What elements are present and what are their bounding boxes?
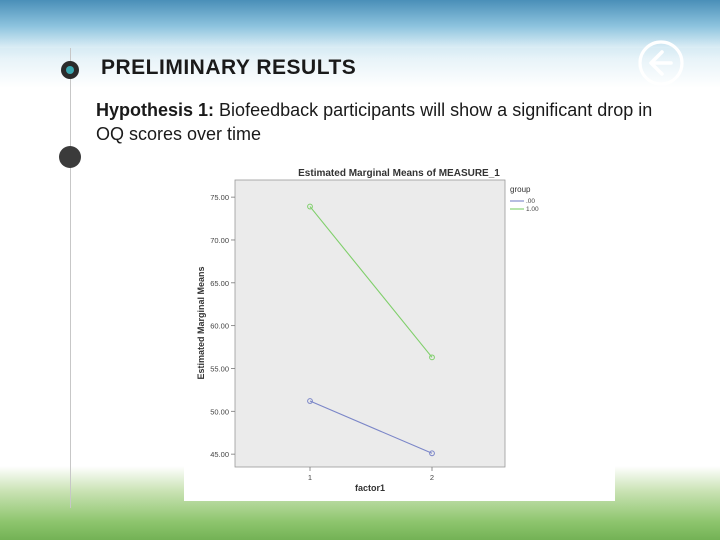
title-bullet-dot bbox=[66, 66, 74, 74]
sky-fade bbox=[0, 48, 720, 88]
hypothesis-label: Hypothesis 1: bbox=[96, 100, 215, 120]
y-tick-label: 75.00 bbox=[210, 193, 229, 202]
x-axis-label: factor1 bbox=[355, 483, 385, 493]
y-tick-label: 55.00 bbox=[210, 364, 229, 373]
y-tick-label: 60.00 bbox=[210, 322, 229, 331]
data-point bbox=[429, 354, 435, 361]
x-tick-label: 2 bbox=[430, 473, 434, 482]
y-tick-label: 65.00 bbox=[210, 279, 229, 288]
legend-label: 1.00 bbox=[526, 206, 539, 213]
legend-label: .00 bbox=[526, 198, 535, 205]
left-divider-line bbox=[70, 48, 71, 508]
title-bullet-icon bbox=[61, 61, 79, 79]
chart-title: Estimated Marginal Means of MEASURE_1 bbox=[298, 168, 500, 179]
data-point bbox=[307, 203, 313, 210]
data-point bbox=[429, 450, 435, 457]
y-tick-label: 70.00 bbox=[210, 236, 229, 245]
series-layer bbox=[307, 203, 435, 457]
legend-title: group bbox=[510, 185, 531, 194]
back-arrow-circle-icon[interactable] bbox=[636, 38, 686, 88]
list-bullet-icon bbox=[59, 146, 81, 168]
slide-title: PRELIMINARY RESULTS bbox=[101, 56, 357, 79]
y-tick-label: 50.00 bbox=[210, 407, 229, 416]
legend: group .001.00 bbox=[510, 185, 539, 213]
y-axis: 45.00 50.00 55.00 60.00 65.00 70.00 75.00 bbox=[210, 193, 235, 459]
y-tick-label: 45.00 bbox=[210, 450, 229, 459]
y-axis-label: Estimated Marginal Means bbox=[196, 266, 206, 379]
chart-panel: Estimated Marginal Means of MEASURE_1 45… bbox=[184, 162, 615, 501]
x-tick-label: 1 bbox=[308, 473, 312, 482]
marginal-means-chart: Estimated Marginal Means of MEASURE_1 45… bbox=[196, 168, 539, 493]
series-line bbox=[309, 400, 433, 454]
hypothesis-body: Biofeedback participants will show a sig… bbox=[96, 100, 653, 144]
plot-area bbox=[234, 179, 506, 468]
data-point bbox=[307, 398, 313, 404]
series-line bbox=[309, 206, 433, 358]
hypothesis-text-block: Hypothesis 1: Biofeedback participants w… bbox=[96, 98, 656, 146]
